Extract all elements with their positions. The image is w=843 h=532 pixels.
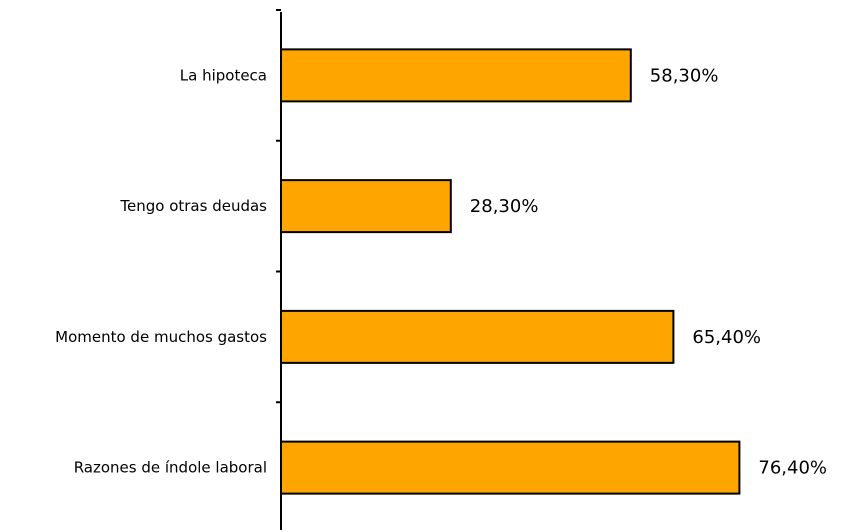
category-label: Tengo otras deudas <box>119 197 267 215</box>
bar <box>280 48 632 103</box>
category-label: Razones de índole laboral <box>74 459 267 477</box>
value-labels: 58,30% 28,30% 65,40% 76,40% <box>470 65 827 478</box>
bar <box>280 440 741 495</box>
value-label: 28,30% <box>470 196 539 217</box>
bars <box>280 48 741 495</box>
bar <box>280 309 675 364</box>
category-labels: La hipoteca Tengo otras deudas Momento de … <box>55 66 267 476</box>
value-label: 58,30% <box>650 65 719 86</box>
category-label: Momento de muchos gastos <box>55 328 267 346</box>
value-label: 65,40% <box>692 327 761 348</box>
value-label: 76,40% <box>758 458 827 479</box>
category-label: La hipoteca <box>180 66 267 84</box>
bar <box>280 179 452 234</box>
